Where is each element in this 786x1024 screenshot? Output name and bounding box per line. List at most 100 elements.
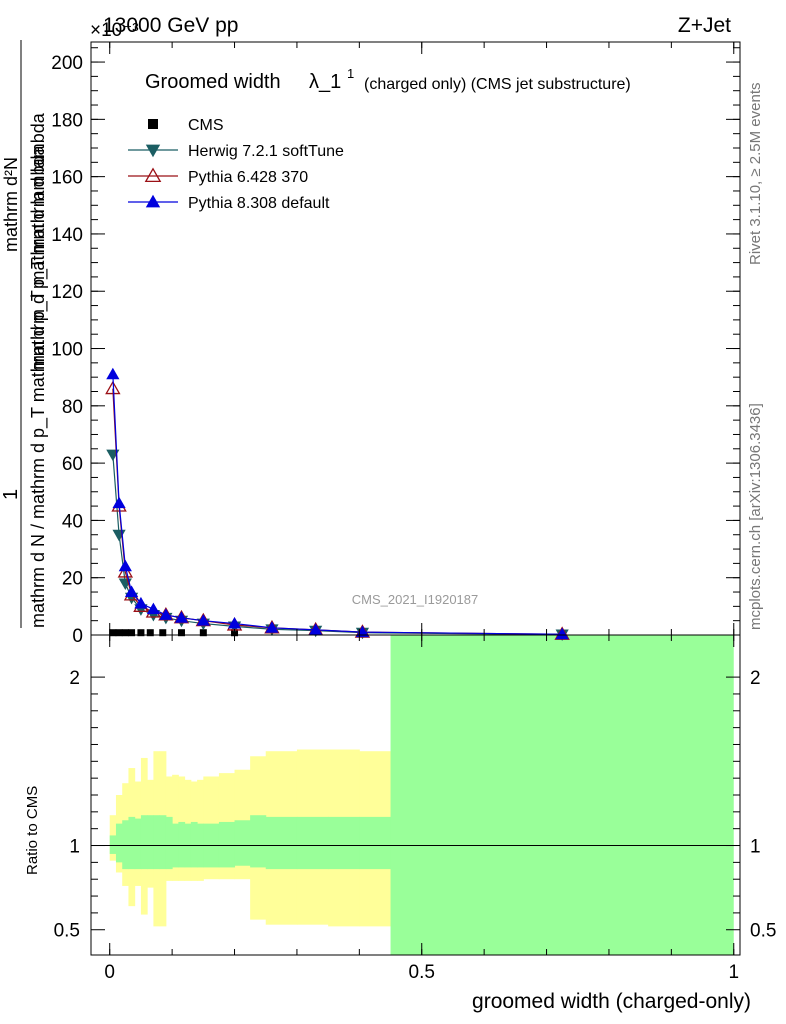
y-tick-label-main: 100 (51, 340, 83, 361)
legend-entry: Pythia 6.428 370 (128, 167, 308, 186)
process-label: Z+Jet (678, 14, 731, 37)
series-point (174, 611, 189, 623)
green-band-bin (190, 821, 198, 868)
energy-label: 13000 GeV pp (103, 14, 238, 37)
x-tick-label: 0 (104, 962, 115, 983)
cms-data-point (146, 629, 154, 637)
series-point (146, 602, 161, 615)
y-tick-label-main: 40 (62, 511, 83, 532)
green-band-bin (159, 815, 167, 870)
mcplots-label: mcplots.cern.ch [arXiv:1306.3436] (747, 403, 764, 630)
series-point (134, 596, 148, 609)
series-point (555, 627, 569, 640)
analysis-watermark: CMS_2021_I1920187 (352, 592, 479, 607)
series-point (265, 621, 279, 633)
green-band-bin (109, 835, 117, 854)
y-tick-label-main: 60 (62, 454, 83, 475)
legend-marker (148, 119, 158, 129)
y-tick-label-main: 80 (62, 397, 83, 418)
exponent-label: ×10⁻³ (90, 20, 139, 41)
green-band-bin (218, 821, 236, 868)
y-axis-label-ratio: Ratio to CMS (24, 786, 41, 875)
series-point (227, 616, 242, 629)
green-band-bin (165, 816, 173, 870)
legend-label: Herwig 7.2.1 softTune (188, 143, 344, 160)
title-sup: 1 (347, 66, 354, 81)
legend-entry: Pythia 8.308 default (128, 194, 330, 212)
y-tick-label-main: 140 (51, 225, 83, 246)
series-herwig-7-2-1-softtune (106, 449, 569, 642)
legend-label: CMS (188, 117, 224, 134)
green-band-bin (153, 815, 161, 870)
y-tick-label-ratio: 0.5 (54, 921, 80, 942)
series-point (309, 623, 323, 635)
legend-marker (144, 167, 162, 183)
cms-data-point (159, 629, 167, 637)
series-point (112, 529, 126, 542)
cms-data-point (115, 629, 123, 637)
y-tick-label-main: 20 (62, 569, 83, 590)
legend-entry: CMS (148, 117, 224, 134)
series-point (105, 380, 121, 395)
green-band-bin (296, 816, 329, 870)
rivet-label: Rivet 3.1.10, ≥ 2.5M events (747, 83, 764, 266)
series-line (112, 454, 563, 636)
green-band-bin (250, 815, 267, 868)
title-sub: (charged only) (CMS jet substructure) (364, 76, 631, 93)
legend: CMS Herwig 7.2.1 softTune Pythia 6.428 370… (128, 117, 344, 212)
x-tick-label: 0.5 (409, 962, 435, 983)
plot-title: Groomed width λ_1 1 (charged only) (CMS … (145, 66, 631, 93)
series-line (112, 374, 563, 635)
series-pythia-8-308-default (106, 367, 569, 640)
green-band-bin (122, 820, 129, 870)
cms-data-point (177, 629, 185, 637)
y-tick-label-ratio-right: 2 (750, 668, 761, 689)
axes-group: 0 0.5 1 0 20 40 60 80 100 120 140 160 180 200 0.5 0.5 1 1… (51, 41, 776, 983)
green-band-bin (134, 818, 142, 870)
series-point (159, 608, 173, 620)
green-band-bin (234, 820, 251, 866)
y-tick-label-main: 180 (51, 110, 83, 131)
legend-label: Pythia 6.428 370 (188, 169, 308, 186)
green-band-bin (328, 816, 360, 870)
ylabel-one: 1 (0, 489, 22, 500)
series-point (118, 559, 132, 572)
cms-data-point (121, 629, 129, 637)
ylabel-top-num: mathrm d²N (1, 157, 21, 252)
series-point (106, 367, 120, 380)
legend-marker (145, 194, 161, 208)
title-lambda: λ_1 (309, 71, 341, 93)
y-tick-label-main: 160 (51, 168, 83, 189)
y-tick-label-main: 200 (51, 53, 83, 74)
green-band-bin (140, 815, 148, 870)
y-tick-label-main: 0 (72, 626, 83, 647)
title-main: Groomed width (145, 71, 281, 93)
y-tick-label-main: 120 (51, 282, 83, 303)
green-band-bin (265, 816, 298, 870)
green-band-bin (178, 821, 186, 868)
ylabel-top-den: mathrm d p_T mathrm d lambda (28, 112, 49, 370)
y-axis-label-main: 1 mathrm d N / mathrm d p_T mathrm d p_T… (0, 40, 49, 628)
ratio-uncertainty-bands (91, 635, 740, 955)
series-point (112, 496, 126, 509)
cms-data-point (137, 629, 145, 637)
cms-data-point (199, 629, 207, 637)
cms-data-point (128, 629, 136, 637)
ylabel-denominator: mathrm d N / mathrm d p_T mathrm d p_T m… (28, 145, 49, 628)
cms-data-point (109, 629, 117, 637)
green-band-last (390, 635, 734, 955)
green-band-bin (115, 823, 123, 863)
green-band-bin (359, 816, 392, 870)
x-axis-label: groomed width (charged-only) (472, 990, 751, 1013)
main-series-group (105, 367, 570, 642)
series-pythia-6-428-370 (105, 380, 570, 640)
y-tick-label-ratio-right: 1 (750, 837, 761, 858)
series-point (124, 585, 139, 597)
x-tick-label: 1 (728, 962, 739, 983)
legend-label: Pythia 8.308 default (188, 195, 330, 212)
y-tick-label-ratio-right: 0.5 (750, 921, 776, 942)
y-tick-label-ratio: 2 (69, 668, 80, 689)
green-band-bin (147, 815, 154, 870)
series-point (196, 614, 210, 626)
